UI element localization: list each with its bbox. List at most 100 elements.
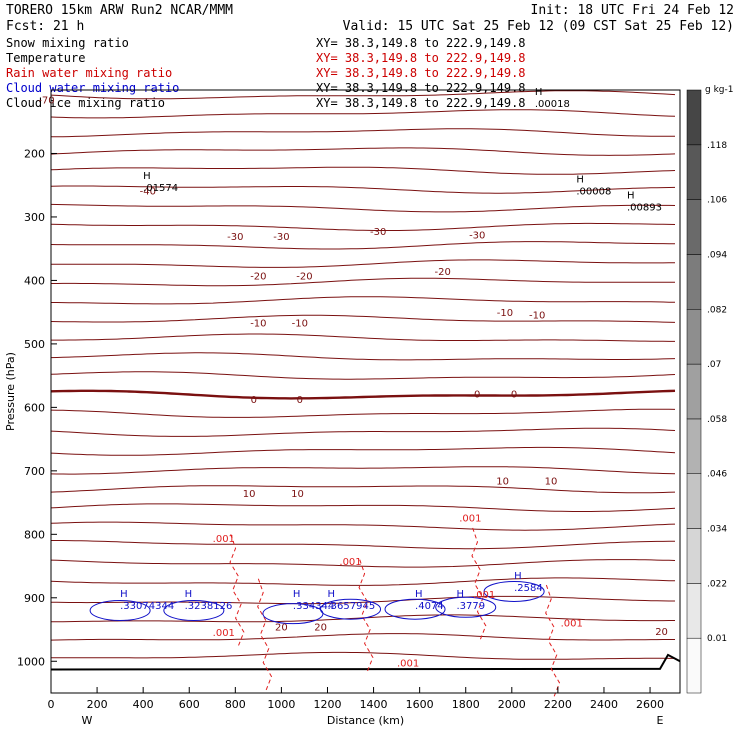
x-tick-label: 1000 (267, 698, 295, 711)
isotherm-label: 10 (291, 489, 304, 500)
y-tick-label: 300 (24, 211, 45, 224)
max-marker-value: .00008 (576, 186, 611, 197)
max-marker-value: .4074 (415, 601, 444, 612)
colorbar-level-label: .058 (707, 415, 727, 425)
colorbar-level-label: .082 (707, 305, 727, 315)
isotherm-line (51, 540, 675, 550)
rain-label: .001 (459, 514, 481, 525)
field-label: Snow mixing ratio (6, 36, 129, 50)
header-line2-right: Valid: 15 UTC Sat 25 Feb 12 (09 CST Sat … (343, 19, 734, 34)
y-tick-label: 1000 (17, 655, 45, 668)
cloud-water-contour (320, 598, 382, 620)
cloud-water-contour (384, 598, 446, 620)
isotherm-line (50, 185, 676, 194)
y-tick-label: 600 (24, 401, 45, 414)
colorbar-level-label: .034 (707, 525, 727, 535)
x-tick-label: 1600 (406, 698, 434, 711)
colorbar-level-label: .046 (707, 470, 727, 480)
rain-contour (545, 584, 561, 697)
colorbar-swatch (686, 89, 702, 146)
colorbar-level-label: 0.01 (707, 634, 727, 644)
isotherm-line (50, 371, 676, 380)
header-line1-right: Init: 18 UTC Fri 24 Feb 12 (531, 3, 735, 18)
rain-label: .001 (561, 618, 583, 629)
rain-contour (471, 527, 487, 640)
max-marker-value: .00018 (535, 99, 570, 110)
colorbar-level-label: .106 (707, 196, 727, 206)
isotherm-line (51, 296, 676, 305)
isotherm-line (50, 241, 675, 250)
max-marker-h: H (627, 190, 635, 201)
isotherm-label: -20 (435, 267, 451, 278)
max-marker-h: H (576, 174, 584, 185)
isotherm-line (50, 203, 676, 213)
x-tick-label: 2400 (590, 698, 618, 711)
colorbar-swatch (686, 363, 702, 420)
colorbar-swatch (686, 473, 702, 529)
terrain-line (50, 653, 681, 671)
isotherm-label: -10 (497, 308, 513, 319)
rain-label: .001 (213, 534, 235, 545)
y-tick-label: 200 (24, 147, 45, 160)
x-tick-label: 1800 (452, 698, 480, 711)
max-marker-h: H (415, 589, 423, 600)
x-tick-label: 200 (87, 698, 108, 711)
isotherm-line (51, 651, 675, 660)
colorbar-swatch (686, 418, 702, 474)
isotherm-label: 0 (251, 395, 257, 406)
colorbar-swatch (686, 583, 702, 639)
isotherm-label: 20 (275, 622, 288, 633)
isotherm-label: -30 (227, 232, 243, 243)
isotherm-label: -30 (273, 232, 289, 243)
isotherm-line (50, 559, 676, 568)
field-xs-endpoints: XY= 38.3,149.8 to 222.9,149.8 (316, 66, 526, 80)
isotherm-label: -40 (140, 186, 156, 197)
max-marker-h: H (143, 171, 151, 182)
isotherm-label: -10 (292, 318, 308, 329)
isotherm-label: 0 (297, 395, 303, 406)
cloud-water-contour (89, 599, 151, 621)
rain-label: .001 (473, 590, 495, 601)
isotherm-label: 0 (474, 389, 480, 400)
header-line2-left: Fcst: 21 h (6, 19, 84, 34)
isotherm-label: 10 (545, 476, 558, 487)
rain-label: .001 (213, 628, 235, 639)
colorbar-swatch (686, 637, 702, 694)
colorbar-swatch (686, 144, 702, 200)
y-tick-label: 700 (24, 465, 45, 478)
max-marker-value: .00893 (627, 202, 662, 213)
x-tick-label: 2000 (498, 698, 526, 711)
rain-contour (257, 578, 273, 691)
isotherm-label: 20 (314, 622, 327, 633)
max-marker-h: H (293, 589, 301, 600)
cloud-water-contour (483, 580, 545, 602)
isotherm-line (51, 259, 675, 268)
isotherm-line (50, 521, 676, 531)
field-label: Cloud ice mixing ratio (6, 96, 165, 110)
field-xs-endpoints: XY= 38.3,149.8 to 222.9,149.8 (316, 51, 526, 65)
colorbar-swatch (686, 309, 702, 365)
cloud-water-contour (435, 596, 497, 618)
field-xs-endpoints: XY= 38.3,149.8 to 222.9,149.8 (316, 81, 526, 95)
field-label: Rain water mixing ratio (6, 66, 172, 80)
isotherm-label: -70 (38, 96, 54, 107)
x-tick-label: 2200 (544, 698, 572, 711)
x-tick-label: 800 (225, 698, 246, 711)
header-line1-left: TORERO 15km ARW Run2 NCAR/MMM (6, 3, 233, 18)
isotherm-label: 10 (496, 476, 509, 487)
isotherm-label: -20 (296, 271, 312, 282)
colorbar-swatch (686, 199, 702, 255)
y-tick-label: 900 (24, 592, 45, 605)
west-label: W (82, 714, 93, 727)
max-marker-value: .3238126 (185, 601, 233, 612)
isotherm-label: -30 (469, 231, 485, 242)
isotherm-line (50, 90, 676, 100)
x-tick-label: 1200 (313, 698, 341, 711)
isotherm-line (50, 485, 676, 494)
isotherm-line (50, 147, 676, 156)
max-marker-value: .3779 (457, 601, 486, 612)
max-marker-h: H (514, 571, 522, 582)
max-marker-h: H (327, 589, 335, 600)
